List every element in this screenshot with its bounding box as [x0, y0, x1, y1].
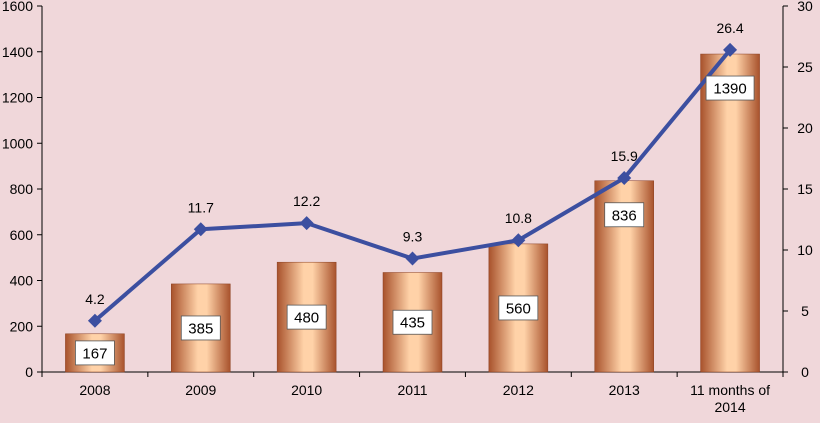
line-point — [511, 233, 526, 248]
bar-value-label: 560 — [506, 300, 531, 317]
bar-value-label: 167 — [82, 345, 107, 362]
bar-value-box — [180, 315, 221, 341]
line-value-label: 11.7 — [188, 199, 214, 215]
bar-value-label: 1390 — [713, 81, 746, 98]
bar-value-box — [705, 75, 755, 101]
line-point — [299, 216, 314, 231]
bar-value-box — [498, 295, 539, 321]
line-value-label: 26.4 — [716, 20, 743, 36]
bar-value-label: 836 — [612, 207, 637, 224]
right-tick-label: 15 — [797, 181, 813, 197]
left-tick-label: 1200 — [2, 90, 33, 106]
right-tick-label: 5 — [801, 303, 809, 319]
left-tick-label: 400 — [10, 273, 34, 289]
bar-value-label: 480 — [294, 310, 319, 327]
left-tick-label: 1000 — [2, 135, 33, 151]
bar-value-box — [75, 340, 115, 366]
line-value-label: 15.9 — [611, 148, 638, 164]
bar-value-box — [286, 304, 327, 330]
left-tick-label: 1400 — [2, 44, 33, 60]
bar-value-label: 435 — [400, 315, 425, 332]
left-tick-label: 200 — [10, 318, 34, 334]
category-label: 2012 — [503, 382, 534, 398]
line-value-label: 10.8 — [505, 210, 532, 226]
left-tick-label: 600 — [10, 227, 34, 243]
category-label: 2011 — [397, 382, 427, 398]
line-point — [405, 251, 420, 266]
bar-value-box — [604, 202, 645, 228]
line-value-label: 4.2 — [85, 291, 105, 307]
line-point — [723, 42, 738, 57]
line-value-label: 12.2 — [293, 193, 320, 209]
category-label: 2009 — [185, 382, 216, 398]
right-tick-label: 25 — [797, 59, 813, 75]
bar — [700, 53, 760, 373]
right-tick-label: 0 — [801, 364, 809, 380]
line-point — [87, 313, 102, 328]
category-label: 2013 — [609, 382, 640, 398]
bar-value-box — [392, 309, 433, 335]
line-point — [617, 171, 632, 186]
bar-value-label: 385 — [188, 320, 213, 337]
line-value-label: 9.3 — [403, 229, 423, 245]
left-tick-label: 0 — [25, 364, 33, 380]
category-label: 11 months of 2014 — [690, 382, 770, 415]
right-tick-label: 20 — [797, 120, 813, 136]
left-tick-label: 800 — [10, 181, 34, 197]
right-tick-label: 30 — [797, 0, 813, 14]
category-label: 2010 — [291, 382, 322, 398]
category-label: 2008 — [79, 382, 110, 398]
right-tick-label: 10 — [797, 242, 813, 258]
line-point — [193, 222, 208, 237]
left-tick-label: 1600 — [2, 0, 33, 14]
